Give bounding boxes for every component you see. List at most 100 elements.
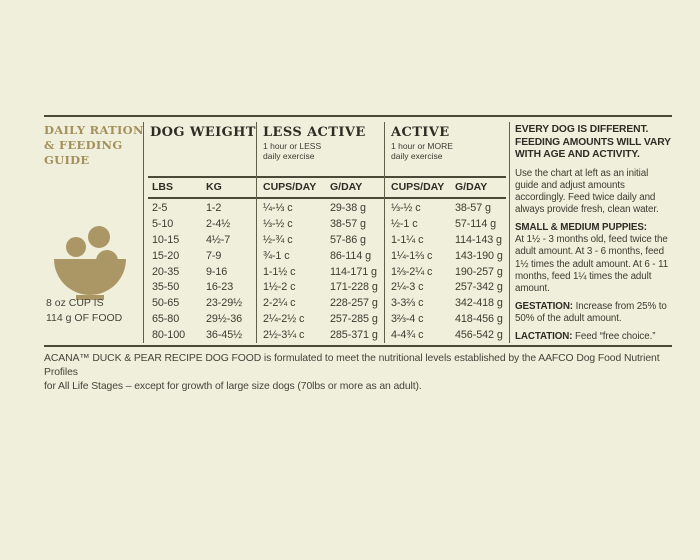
table-cell-active_cups: ½-1 c: [391, 217, 418, 230]
table-row: 1¼-1⅔ c 143-190 g: [391, 249, 507, 265]
table-cell-lbs: 2-5: [152, 202, 168, 214]
table-cell-kg: 36-45½: [206, 329, 243, 342]
table-cell-active_g: 143-190 g: [455, 249, 503, 262]
table-row: 2-5 1-2: [152, 201, 252, 217]
table-row: 65-80 29½-36: [152, 312, 252, 328]
subheader-rule-top: [148, 176, 506, 178]
table-row: 80-100 36-45½: [152, 328, 252, 344]
table-cell-less_g: 86-114 g: [330, 249, 372, 262]
table-cell-kg: 29½-36: [206, 313, 243, 326]
active-header: ACTIVE: [391, 125, 450, 140]
table-row: ¾-1 c 86-114 g: [263, 249, 381, 265]
lactation-text: Feed “free choice.”: [575, 331, 656, 343]
bowl-foot-shape: [76, 295, 104, 300]
table-cell-less_cups: 2¼-2½ c: [263, 313, 305, 326]
cups-per-day-column-header: CUPS/DAY: [391, 181, 445, 193]
table-cell-kg: 9-16: [206, 265, 228, 278]
table-cell-less_cups: 1½-2 c: [263, 281, 296, 294]
gestation-label: GESTATION:: [515, 301, 573, 313]
lactation-note: LACTATION: Feed “free choice.”: [515, 331, 674, 343]
column-divider: [256, 122, 257, 343]
table-cell-active_g: 257-342 g: [455, 281, 503, 294]
subheader-rule-bottom: [148, 197, 506, 199]
table-cell-active_cups: ⅓-½ c: [391, 202, 421, 214]
table-cell-active_cups: 1-1¼ c: [391, 233, 424, 246]
table-cell-lbs: 35-50: [152, 281, 180, 294]
table-row: 1-1½ c 114-171 g: [263, 265, 381, 281]
less-active-subtitle: 1 hour or LESS daily exercise: [263, 141, 321, 161]
kibble-dot-icon: [66, 237, 86, 257]
table-cell-less_g: 38-57 g: [330, 217, 366, 230]
table-row: 2¼-2½ c 257-285 g: [263, 312, 381, 328]
table-row: 4-4¾ c 456-542 g: [391, 328, 507, 344]
table-row: ½-¾ c 57-86 g: [263, 233, 381, 249]
active-subtitle-line1: 1 hour or MORE: [391, 141, 453, 151]
aafco-statement: ACANA™ DUCK & PEAR RECIPE DOG FOOD is fo…: [44, 352, 668, 394]
table-cell-lbs: 15-20: [152, 249, 180, 262]
dog-weight-header: DOG WEIGHT: [150, 125, 256, 140]
table-cell-active_g: 190-257 g: [455, 265, 503, 278]
table-row: 50-65 23-29½: [152, 296, 252, 312]
gestation-text: Increase from 25% to 50% of the adult am…: [515, 301, 667, 325]
table-row: 3⅔-4 c 418-456 g: [391, 312, 507, 328]
puppies-text: At 1½ - 3 months old, feed twice the adu…: [515, 234, 669, 294]
column-divider: [509, 122, 510, 343]
table-cell-active_cups: 3⅔-4 c: [391, 313, 424, 326]
table-cell-lbs: 50-65: [152, 297, 180, 310]
table-cell-active_g: 114-143 g: [455, 233, 502, 246]
table-cell-kg: 7-9: [206, 249, 222, 262]
table-cell-active_cups: 1¼-1⅔ c: [391, 249, 433, 262]
cup-note-line2: 114 g OF FOOD: [46, 312, 123, 325]
table-cell-less_cups: 2½-3¼ c: [263, 329, 305, 342]
cups-per-day-column-header: CUPS/DAY: [263, 181, 317, 193]
kibble-dot-icon: [88, 226, 110, 248]
advice-heading: EVERY DOG IS DIFFERENT. FEEDING AMOUNTS …: [515, 124, 671, 161]
table-cell-less_g: 171-228 g: [330, 281, 378, 294]
table-cell-kg: 16-23: [206, 281, 234, 294]
table-cell-active_g: 38-57 g: [455, 202, 491, 214]
table-row: ¼-⅓ c 29-38 g: [263, 201, 381, 217]
table-cell-active_g: 418-456 g: [455, 313, 503, 326]
column-divider: [384, 122, 385, 343]
table-cell-less_g: 114-171 g: [330, 265, 377, 278]
table-cell-active_cups: 1⅔-2¼ c: [391, 265, 433, 278]
table-cell-less_cups: ½-¾ c: [263, 233, 293, 246]
table-row: ⅓-½ c 38-57 g: [391, 201, 507, 217]
top-rule: [44, 115, 672, 117]
aafco-statement-line1: ACANA™ DUCK & PEAR RECIPE DOG FOOD is fo…: [44, 353, 660, 379]
table-cell-lbs: 5-10: [152, 217, 174, 230]
grams-per-day-column-header: G/DAY: [455, 181, 488, 193]
table-cell-lbs: 20-35: [152, 265, 180, 278]
table-row: 1⅔-2¼ c 190-257 g: [391, 265, 507, 281]
table-cell-active_cups: 2¼-3 c: [391, 281, 424, 294]
table-cell-kg: 1-2: [206, 202, 222, 214]
table-row: 5-10 2-4½: [152, 217, 252, 233]
table-row: 2-2¼ c 228-257 g: [263, 296, 381, 312]
table-cell-less_g: 285-371 g: [330, 329, 378, 342]
cup-measure-note: 8 oz CUP IS 114 g OF FOOD: [46, 296, 150, 326]
table-cell-less_cups: ¼-⅓ c: [263, 202, 293, 214]
table-cell-less_g: 257-285 g: [330, 313, 378, 326]
advice-intro: Use the chart at left as an initial guid…: [515, 167, 659, 216]
table-cell-active_g: 57-114 g: [455, 217, 497, 230]
less-active-column-headers: CUPS/DAY G/DAY: [263, 181, 378, 193]
table-cell-active_cups: 4-4¾ c: [391, 329, 424, 342]
active-column-headers: CUPS/DAY G/DAY: [391, 181, 505, 193]
table-cell-active_cups: 3-3⅔ c: [391, 297, 424, 310]
column-divider: [143, 122, 144, 343]
table-cell-kg: 2-4½: [206, 217, 231, 230]
bowl-shape: [54, 259, 126, 295]
lbs-column-header: LBS: [152, 181, 173, 193]
table-row: 1-1¼ c 114-143 g: [391, 233, 507, 249]
table-cell-less_g: 29-38 g: [330, 202, 366, 214]
lactation-label: LACTATION:: [515, 331, 573, 343]
kibble-bowl-icon: [48, 226, 132, 300]
table-row: 10-15 4½-7: [152, 233, 252, 249]
table-cell-lbs: 10-15: [152, 233, 180, 246]
advice-panel: EVERY DOG IS DIFFERENT. FEEDING AMOUNTS …: [515, 124, 674, 343]
table-cell-kg: 4½-7: [206, 233, 231, 246]
gestation-note: GESTATION: Increase from 25% to 50% of t…: [515, 301, 674, 325]
guide-title: DAILY RATION & FEEDING GUIDE: [44, 123, 144, 167]
kg-column-header: KG: [206, 181, 222, 193]
bottom-rule: [44, 345, 672, 347]
